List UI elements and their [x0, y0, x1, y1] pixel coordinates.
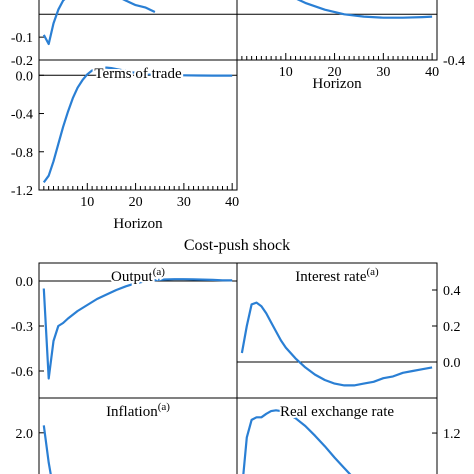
y-tick-label: 0.4 [443, 284, 461, 299]
y-tick-label: 0.0 [16, 275, 34, 290]
x-axis-label: Horizon [312, 76, 362, 92]
series-line [240, 301, 433, 387]
series-line [296, 0, 433, 19]
panel-title-text: Interest rate [295, 269, 367, 285]
panel-title: Terms of trade [94, 66, 182, 82]
y-tick-label: 0.0 [16, 69, 34, 84]
panel-title: Interest rate(a) [295, 266, 379, 285]
panel-frame [236, 0, 438, 61]
series-line [42, 0, 156, 46]
section-title: Cost-push shock [184, 237, 290, 254]
panel-title-text: Terms of trade [94, 66, 182, 82]
panel-title-superscript: (a) [158, 401, 171, 413]
x-tick-label: 30 [177, 195, 191, 210]
x-tick-label: 10 [80, 195, 94, 210]
panel-title-text: Inflation [106, 404, 158, 420]
panel-frame [38, 59, 238, 191]
panel-title-text: Real exchange rate [280, 404, 394, 420]
series-line [42, 278, 233, 380]
y-tick-label: -0.4 [443, 54, 465, 69]
x-tick-label: 40 [425, 65, 439, 80]
y-tick-label: -0.2 [11, 54, 33, 69]
x-tick-label: 20 [328, 65, 342, 80]
y-tick-label: -0.3 [11, 320, 33, 335]
y-tick-label: -0.4 [11, 108, 33, 123]
panel-frame [236, 397, 438, 474]
x-tick-label: 20 [129, 195, 143, 210]
x-tick-label: 10 [279, 65, 293, 80]
panel-frame [38, 0, 238, 61]
y-tick-label: 0.2 [443, 320, 461, 335]
y-tick-label: -0.8 [11, 146, 33, 161]
y-tick-label: 2.0 [16, 427, 34, 442]
series-line [242, 409, 352, 474]
panel-title-superscript: (a) [367, 266, 380, 278]
y-tick-label: -0.6 [11, 365, 33, 380]
y-tick-label: 1.2 [443, 427, 461, 442]
x-axis-label: Horizon [113, 216, 163, 232]
panel-title-text: Output [111, 269, 154, 285]
y-tick-label: -1.2 [11, 184, 33, 199]
panel-title-superscript: (a) [153, 266, 166, 278]
y-tick-label: -0.1 [11, 31, 33, 46]
x-tick-label: 30 [376, 65, 390, 80]
panel-title: Output(a) [111, 266, 165, 285]
panel-title: Inflation(a) [106, 401, 170, 420]
y-tick-label: 0.0 [443, 356, 461, 371]
panel-title: Real exchange rate [280, 404, 394, 420]
series-line [42, 425, 52, 474]
x-tick-label: 40 [225, 195, 239, 210]
series-line [42, 66, 233, 184]
